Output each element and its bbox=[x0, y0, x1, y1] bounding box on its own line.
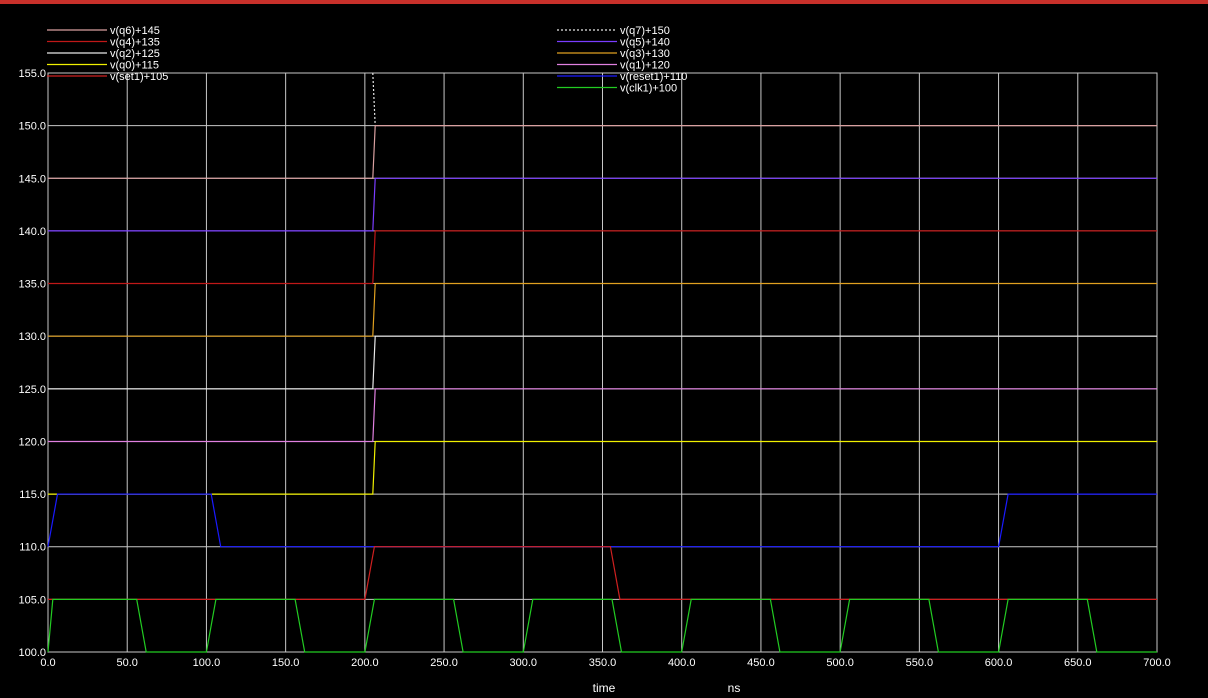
y-tick-label: 130.0 bbox=[18, 331, 46, 343]
legend-entry: v(q6)+145 bbox=[110, 25, 160, 37]
legend-entry: v(set1)+105 bbox=[110, 71, 168, 83]
series-line bbox=[47, 598, 1157, 653]
x-tick-label: 600.0 bbox=[985, 657, 1013, 669]
series-line bbox=[48, 282, 1157, 337]
grid-lines bbox=[47, 72, 1158, 653]
legend: v(q6)+145v(q4)+135v(q2)+125v(q0)+115v(se… bbox=[47, 25, 687, 95]
legend-entry: v(q3)+130 bbox=[620, 48, 670, 60]
x-tick-label: 650.0 bbox=[1064, 657, 1092, 669]
y-tick-label: 150.0 bbox=[18, 121, 46, 133]
y-tick-label: 155.0 bbox=[18, 68, 46, 80]
y-tick-label: 145.0 bbox=[18, 173, 46, 185]
x-tick-label: 100.0 bbox=[193, 657, 221, 669]
x-tick-label: 0.0 bbox=[40, 657, 55, 669]
series-line bbox=[48, 335, 1157, 390]
x-tick-label: 500.0 bbox=[826, 657, 854, 669]
x-tick-label: 250.0 bbox=[430, 657, 458, 669]
series-line bbox=[47, 493, 1157, 548]
x-tick-label: 550.0 bbox=[906, 657, 934, 669]
series-line bbox=[48, 388, 1157, 443]
y-tick-label: 120.0 bbox=[18, 436, 46, 448]
y-tick-label: 100.0 bbox=[18, 647, 46, 659]
plot-series bbox=[47, 72, 1157, 653]
x-tick-label: 150.0 bbox=[272, 657, 300, 669]
x-axis-label: time bbox=[593, 681, 616, 695]
legend-entry: v(q2)+125 bbox=[110, 48, 160, 60]
legend-entry: v(clk1)+100 bbox=[620, 83, 677, 95]
legend-entry: v(q0)+115 bbox=[110, 60, 159, 72]
y-tick-label: 110.0 bbox=[19, 542, 46, 554]
x-tick-label: 200.0 bbox=[351, 657, 379, 669]
legend-entry: v(q4)+135 bbox=[110, 37, 160, 49]
series-line bbox=[48, 177, 1157, 232]
series-line bbox=[48, 124, 1157, 179]
x-tick-label: 450.0 bbox=[747, 657, 775, 669]
tick-labels: 0.0 50.0 100.0 150.0 200.0 250.0 300.0 350.0 400… bbox=[18, 68, 1170, 669]
legend-entry: v(q7)+150 bbox=[620, 25, 670, 37]
x-tick-label: 50.0 bbox=[117, 657, 138, 669]
y-tick-label: 135.0 bbox=[18, 279, 46, 291]
x-tick-label: 300.0 bbox=[510, 657, 538, 669]
x-tick-label: 350.0 bbox=[589, 657, 617, 669]
x-tick-label: 700.0 bbox=[1143, 657, 1171, 669]
series-line bbox=[48, 230, 1157, 285]
x-tick-label: 400.0 bbox=[668, 657, 696, 669]
x-axis-unit: ns bbox=[728, 681, 741, 695]
series-line bbox=[372, 72, 376, 126]
legend-entry: v(reset1)+110 bbox=[620, 71, 687, 83]
y-tick-label: 125.0 bbox=[18, 384, 46, 396]
legend-entry: v(q1)+120 bbox=[620, 60, 670, 72]
y-tick-label: 115.0 bbox=[19, 489, 46, 501]
legend-entry: v(q5)+140 bbox=[620, 37, 670, 49]
top-accent-bar bbox=[0, 0, 1208, 4]
y-tick-label: 140.0 bbox=[18, 226, 46, 238]
y-tick-label: 105.0 bbox=[18, 594, 46, 606]
